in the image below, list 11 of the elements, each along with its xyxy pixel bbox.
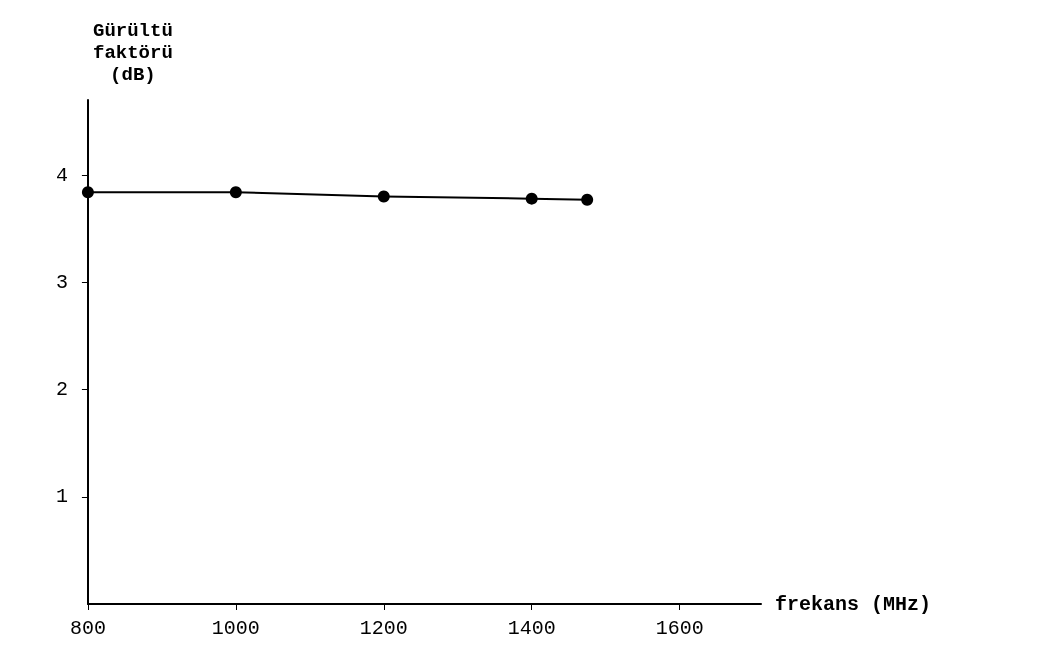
x-axis-title: frekans (MHz) (775, 592, 932, 616)
x-tick-label: 800 (69, 616, 106, 640)
y-tick-label: 1 (55, 485, 68, 509)
y-axis-title: Gürültü faktörü (dB) (92, 20, 173, 86)
x-tick-label: 1000 (211, 616, 260, 640)
x-tick-label: 1200 (359, 616, 408, 640)
y-tick-label: 2 (55, 378, 68, 402)
x-tick-label: 1400 (507, 616, 556, 640)
y-tick-label: 3 (55, 270, 68, 294)
y-tick-label: 4 (55, 163, 68, 187)
x-tick-label: 1600 (655, 616, 704, 640)
